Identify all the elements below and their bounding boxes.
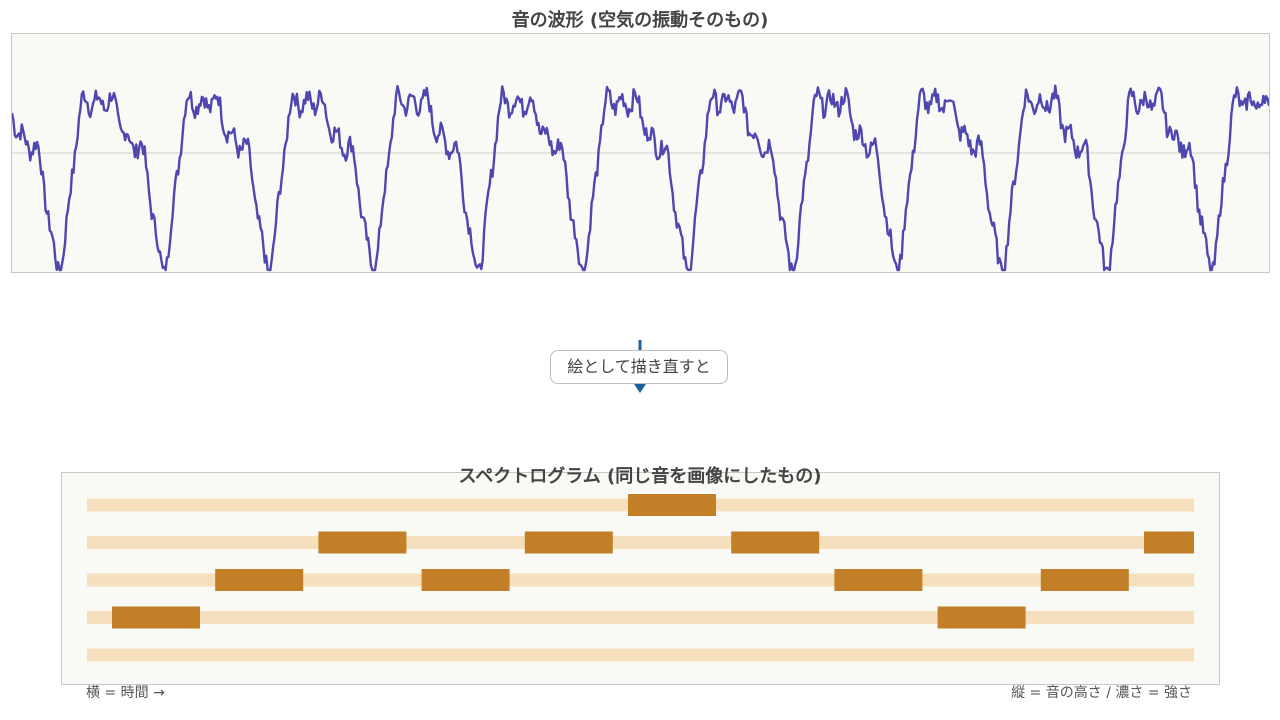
note-block-0 xyxy=(112,606,200,629)
x-axis-note: 横 = 時間 → xyxy=(86,685,165,701)
spectrogram-panel xyxy=(61,472,1220,685)
spectrogram-title: スペクトログラム (同じ音を画像にしたもの) xyxy=(458,466,822,487)
frequency-band-3 xyxy=(87,611,1194,624)
note-block-5 xyxy=(628,494,716,516)
note-block-2 xyxy=(318,531,407,554)
conversion-label: 絵として描き直すと xyxy=(550,350,728,384)
waveform-plot xyxy=(12,84,1269,272)
note-block-9 xyxy=(1040,569,1129,591)
note-block-7 xyxy=(834,569,923,591)
waveform-line xyxy=(12,84,1269,272)
spectrogram-plot xyxy=(87,494,1194,662)
waveform-panel xyxy=(11,33,1270,273)
note-block-10 xyxy=(1144,531,1194,554)
note-block-6 xyxy=(731,531,820,554)
note-block-8 xyxy=(937,606,1026,629)
y-axis-note: 縦 = 音の高さ / 濃さ = 強さ xyxy=(1011,685,1192,701)
note-block-4 xyxy=(524,531,613,554)
frequency-band-1 xyxy=(87,536,1194,549)
waveform-title: 音の波形 (空気の振動そのもの) xyxy=(511,10,769,31)
frequency-band-4 xyxy=(87,648,1194,662)
note-block-3 xyxy=(421,569,510,591)
note-block-1 xyxy=(215,569,304,591)
